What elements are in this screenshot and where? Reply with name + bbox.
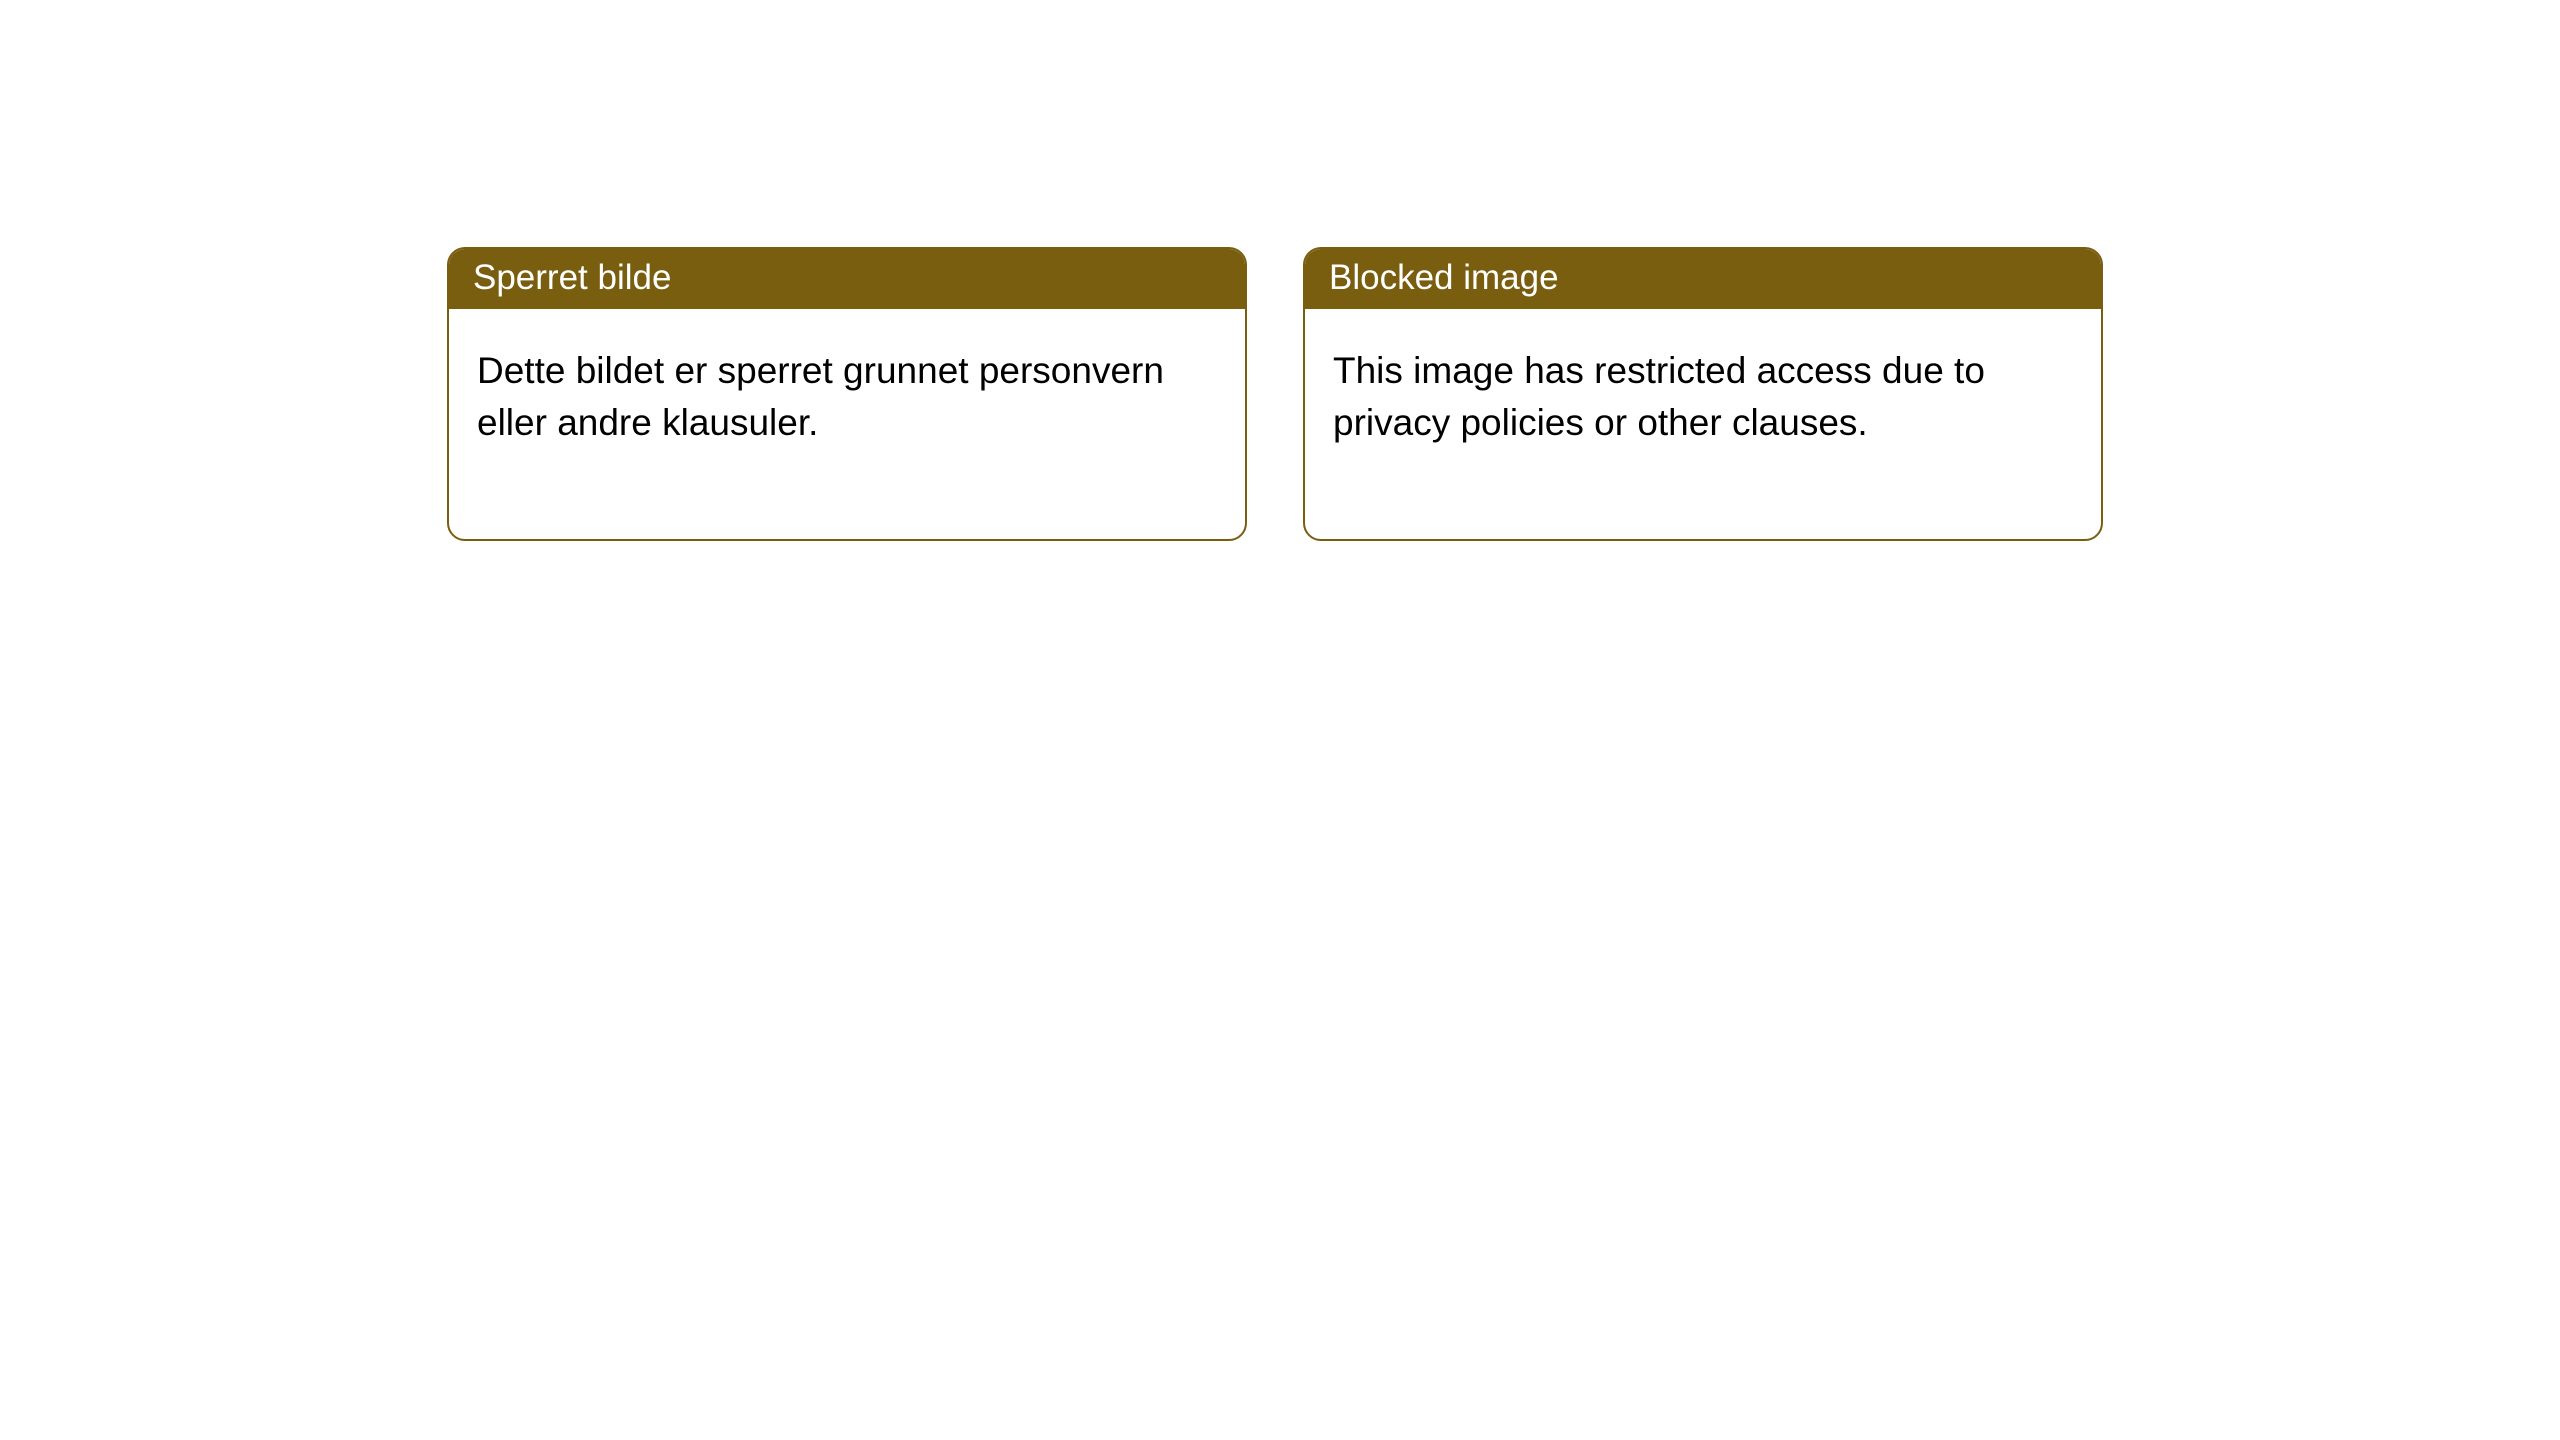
notice-title-norwegian: Sperret bilde [449, 249, 1245, 309]
notice-card-english: Blocked image This image has restricted … [1303, 247, 2103, 541]
notice-text-norwegian: Dette bildet er sperret grunnet personve… [477, 345, 1217, 449]
notice-text-english: This image has restricted access due to … [1333, 345, 2073, 449]
notice-card-norwegian: Sperret bilde Dette bildet er sperret gr… [447, 247, 1247, 541]
notice-body-norwegian: Dette bildet er sperret grunnet personve… [449, 309, 1245, 539]
notice-title-english: Blocked image [1305, 249, 2101, 309]
notice-body-english: This image has restricted access due to … [1305, 309, 2101, 539]
blocked-image-notice-container: Sperret bilde Dette bildet er sperret gr… [0, 0, 2560, 541]
